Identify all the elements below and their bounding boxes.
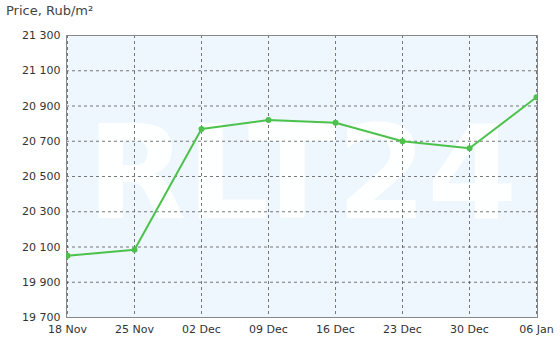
- svg-text:19 700: 19 700: [22, 311, 61, 324]
- svg-text:20 700: 20 700: [22, 135, 61, 148]
- svg-text:21 300: 21 300: [22, 29, 61, 42]
- html-text:Price, Rub/m²: Price, Rub/m²: [6, 3, 94, 18]
- svg-text:16 Dec: 16 Dec: [316, 323, 355, 336]
- svg-text:23 Dec: 23 Dec: [383, 323, 422, 336]
- svg-text:20 100: 20 100: [22, 241, 61, 254]
- svg-text:25 Nov: 25 Nov: [115, 323, 154, 336]
- svg-text:RLT24: RLT24: [86, 97, 517, 249]
- svg-text:21 100: 21 100: [22, 64, 61, 77]
- svg-text:06 Jan: 06 Jan: [519, 323, 553, 336]
- svg-text:20 500: 20 500: [22, 170, 61, 183]
- svg-text:20 300: 20 300: [22, 205, 61, 218]
- svg-text:20 900: 20 900: [22, 100, 61, 113]
- svg-text:09 Dec: 09 Dec: [249, 323, 288, 336]
- svg-text:02 Dec: 02 Dec: [182, 323, 221, 336]
- svg-text:19 900: 19 900: [22, 276, 61, 289]
- svg-text:18 Nov: 18 Nov: [48, 323, 87, 336]
- svg-text:30 Dec: 30 Dec: [450, 323, 489, 336]
